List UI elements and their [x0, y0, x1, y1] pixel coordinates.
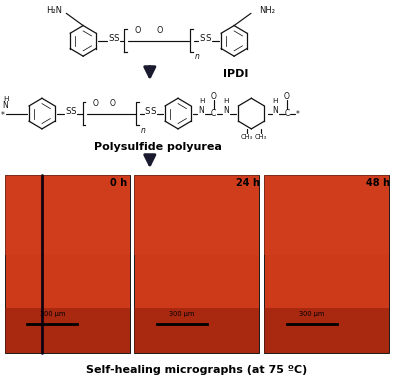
Text: S: S: [206, 35, 211, 43]
Text: 24 h: 24 h: [236, 178, 260, 188]
Text: C: C: [284, 109, 290, 118]
Text: 300 μm: 300 μm: [39, 311, 65, 316]
Bar: [5, 175, 130, 255]
Text: H: H: [199, 98, 204, 104]
Text: H: H: [3, 96, 8, 102]
Bar: [134, 308, 259, 353]
Text: H: H: [273, 98, 278, 104]
Text: S: S: [71, 107, 76, 116]
Text: O: O: [109, 99, 115, 108]
Bar: [134, 175, 259, 255]
Text: S: S: [150, 107, 156, 116]
Text: S: S: [108, 35, 114, 43]
Text: Self-healing micrographs (at 75 ºC): Self-healing micrographs (at 75 ºC): [86, 365, 307, 375]
Text: S: S: [200, 35, 205, 43]
Bar: [5, 175, 130, 353]
Text: Polysulfide polyurea: Polysulfide polyurea: [94, 142, 221, 152]
Bar: [264, 308, 389, 353]
Text: n: n: [141, 126, 145, 134]
Text: O: O: [135, 26, 141, 35]
Text: S: S: [114, 35, 119, 43]
Text: 0 h: 0 h: [110, 178, 127, 188]
Text: CH₃: CH₃: [241, 134, 253, 139]
Bar: [264, 175, 389, 353]
Bar: [264, 175, 389, 255]
Text: H₂N: H₂N: [46, 6, 62, 15]
Text: N: N: [199, 106, 204, 115]
Text: O: O: [156, 26, 163, 35]
Bar: [5, 308, 130, 353]
Bar: [134, 175, 259, 353]
Text: O: O: [92, 99, 98, 108]
Text: *: *: [1, 111, 5, 120]
Text: H: H: [223, 98, 229, 104]
Text: IPDI: IPDI: [223, 69, 249, 79]
Text: C: C: [211, 109, 216, 118]
Text: 48 h: 48 h: [366, 178, 390, 188]
Text: n: n: [194, 53, 199, 61]
Text: O: O: [284, 92, 290, 101]
Text: N: N: [3, 101, 8, 110]
Text: 300 μm: 300 μm: [169, 311, 195, 316]
Text: CH₃: CH₃: [255, 134, 267, 139]
Text: O: O: [211, 92, 217, 101]
Text: S: S: [65, 107, 71, 116]
Text: N: N: [272, 106, 278, 115]
Text: NH₂: NH₂: [259, 6, 275, 15]
Text: S: S: [145, 107, 150, 116]
Text: N: N: [223, 106, 229, 115]
Text: *: *: [295, 110, 299, 119]
Text: 300 μm: 300 μm: [299, 311, 324, 316]
